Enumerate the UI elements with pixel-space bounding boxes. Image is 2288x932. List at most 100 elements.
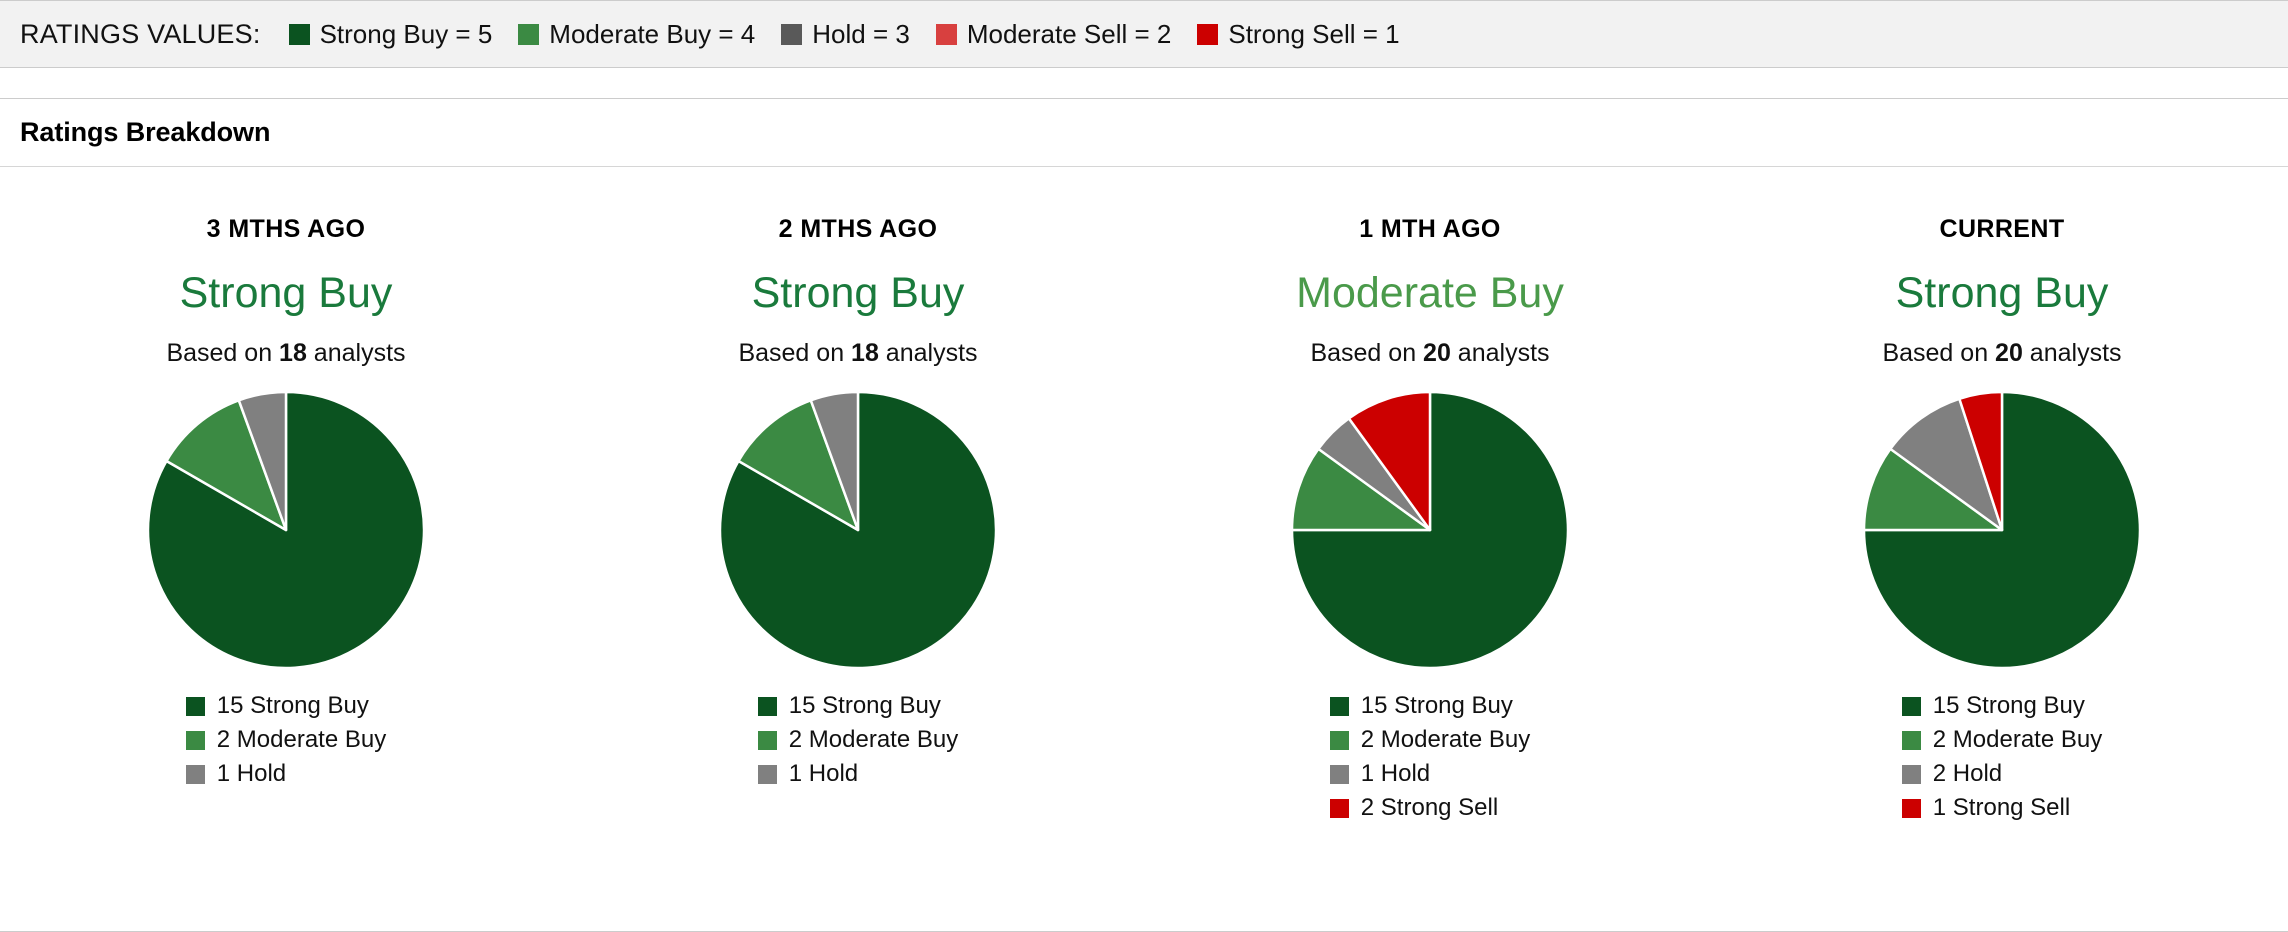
- pie-legend-swatch: [1329, 730, 1349, 750]
- ratings-value-chip: Strong Sell = 1: [1197, 18, 1400, 50]
- pie-legend-label: 15 Strong Buy: [1360, 692, 1513, 719]
- pie-slice-strong-buy: [1862, 390, 2142, 670]
- analyst-count-suffix: analysts: [1450, 339, 1550, 367]
- period-label: 1 MTH AGO: [1359, 215, 1501, 243]
- analyst-count-prefix: Based on: [166, 339, 280, 367]
- ratings-value-label: Strong Sell = 1: [1228, 18, 1400, 49]
- pie-legend-label: 2 Moderate Buy: [788, 726, 959, 753]
- analyst-count-number: 18: [279, 339, 307, 367]
- pie-legend: 15 Strong Buy 2 Moderate Buy 2 Hold 1 Stron…: [1901, 692, 2103, 822]
- pie-legend-item: 15 Strong Buy: [185, 692, 386, 720]
- consensus-rating: Strong Buy: [1895, 269, 2109, 317]
- ratings-values-label: RATINGS VALUES:: [20, 18, 261, 49]
- pie-slice-hold: [237, 390, 288, 532]
- pie-legend-label: 15 Strong Buy: [788, 692, 941, 719]
- pie-legend-label: 2 Moderate Buy: [1360, 726, 1531, 753]
- analyst-count-number: 18: [851, 339, 879, 367]
- ratings-value-label: Moderate Sell = 2: [966, 18, 1172, 49]
- pie-slice-moderate-buy: [165, 399, 288, 532]
- ratings-values-legend: Strong Buy = 5 Moderate Buy = 4 Hold = 3 Mo…: [288, 18, 1400, 50]
- hold-swatch: [781, 23, 803, 45]
- analyst-count-number: 20: [1995, 339, 2023, 367]
- pie-legend-swatch: [1901, 764, 1921, 784]
- consensus-rating: Strong Buy: [179, 269, 393, 317]
- pie-legend-label: 1 Hold: [788, 760, 859, 787]
- pie-slice-hold: [809, 390, 860, 532]
- pie-chart-container: [718, 390, 998, 670]
- pie-legend-label: 2 Strong Sell: [1360, 794, 1499, 821]
- analyst-count-suffix: analysts: [2022, 339, 2122, 367]
- pie-legend-swatch: [757, 730, 777, 750]
- pie-chart: [1290, 390, 1570, 670]
- pie-legend-swatch: [1329, 764, 1349, 784]
- analyst-count-prefix: Based on: [738, 339, 852, 367]
- strong-sell-swatch: [1197, 23, 1219, 45]
- pie-legend-item: 1 Hold: [1329, 760, 1530, 788]
- pie-legend-swatch: [1901, 798, 1921, 818]
- pie-legend-swatch: [757, 696, 777, 716]
- pie-legend-swatch: [1329, 696, 1349, 716]
- analyst-count-suffix: analysts: [878, 339, 978, 367]
- pie-legend: 15 Strong Buy 2 Moderate Buy 1 Hold 2 Stron…: [1329, 692, 1531, 822]
- pie-chart-container: [146, 390, 426, 670]
- pie-legend-item: 2 Hold: [1901, 760, 2102, 788]
- pie-slice-moderate-buy: [737, 399, 860, 532]
- ratings-period-column: 1 MTH AGO Moderate Buy Based on 20 analyst…: [1144, 215, 1716, 931]
- ratings-value-label: Hold = 3: [812, 18, 910, 49]
- pie-legend-swatch: [1329, 798, 1349, 818]
- pie-slice-strong-buy: [1290, 390, 1570, 670]
- period-label: 3 MTHS AGO: [206, 215, 366, 243]
- analyst-count: Based on 20 analysts: [1310, 339, 1549, 368]
- ratings-value-chip: Moderate Sell = 2: [935, 18, 1172, 50]
- pie-legend-label: 15 Strong Buy: [1932, 692, 2085, 719]
- pie-legend-item: 2 Moderate Buy: [757, 726, 959, 754]
- analyst-count: Based on 20 analysts: [1882, 339, 2121, 368]
- period-label: 2 MTHS AGO: [778, 215, 938, 243]
- analyst-count-prefix: Based on: [1310, 339, 1424, 367]
- pie-slice-moderate-buy: [1862, 447, 2004, 532]
- ratings-value-label: Strong Buy = 5: [319, 18, 493, 49]
- pie-legend-label: 1 Hold: [1360, 760, 1431, 787]
- ratings-period-column: CURRENT Strong Buy Based on 20 analysts 15 …: [1716, 215, 2288, 931]
- pie-legend-label: 15 Strong Buy: [216, 692, 369, 719]
- consensus-rating: Strong Buy: [751, 269, 965, 317]
- analyst-count: Based on 18 analysts: [166, 339, 405, 368]
- moderate-buy-swatch: [518, 23, 540, 45]
- pie-legend-item: 2 Strong Sell: [1329, 794, 1530, 822]
- section-gap: [0, 68, 2288, 98]
- ratings-period-column: 3 MTHS AGO Strong Buy Based on 18 analysts…: [0, 215, 572, 931]
- pie-legend-item: 2 Moderate Buy: [1901, 726, 2103, 754]
- pie-legend-swatch: [1901, 730, 1921, 750]
- pie-legend-swatch: [185, 696, 205, 716]
- ratings-value-label: Moderate Buy = 4: [549, 18, 756, 49]
- pie-slice-strong-sell: [1958, 390, 2004, 532]
- pie-legend-swatch: [185, 764, 205, 784]
- pie-legend-item: 2 Moderate Buy: [185, 726, 387, 754]
- ratings-values-bar: RATINGS VALUES: Strong Buy = 5 Moderate B…: [0, 0, 2288, 68]
- ratings-value-chip: Moderate Buy = 4: [518, 19, 755, 50]
- pie-legend: 15 Strong Buy 2 Moderate Buy 1 Hold: [757, 692, 959, 788]
- card-header: Ratings Breakdown: [0, 99, 2288, 167]
- pie-chart: [718, 390, 998, 670]
- pie-slice-hold: [1889, 397, 2004, 532]
- ratings-value-chip: Strong Buy = 5: [288, 18, 493, 50]
- pie-legend-swatch: [185, 730, 205, 750]
- pie-legend-label: 2 Hold: [1932, 760, 2003, 787]
- ratings-breakdown-columns: 3 MTHS AGO Strong Buy Based on 18 analysts…: [0, 167, 2288, 931]
- pie-legend-label: 1 Strong Sell: [1932, 794, 2071, 821]
- pie-legend-swatch: [1901, 696, 1921, 716]
- strong-buy-swatch: [288, 23, 310, 45]
- pie-legend: 15 Strong Buy 2 Moderate Buy 1 Hold: [185, 692, 387, 788]
- pie-chart-container: [1290, 390, 1570, 670]
- pie-legend-item: 1 Hold: [757, 760, 958, 788]
- ratings-period-column: 2 MTHS AGO Strong Buy Based on 18 analysts…: [572, 215, 1144, 931]
- analyst-count-number: 20: [1423, 339, 1451, 367]
- analyst-count-suffix: analysts: [306, 339, 406, 367]
- ratings-breakdown-card: Ratings Breakdown 3 MTHS AGO Strong Buy Ba…: [0, 98, 2288, 932]
- pie-legend-item: 1 Strong Sell: [1901, 794, 2102, 822]
- analyst-count: Based on 18 analysts: [738, 339, 977, 368]
- analyst-count-prefix: Based on: [1882, 339, 1996, 367]
- pie-legend-item: 1 Hold: [185, 760, 386, 788]
- pie-legend-label: 2 Moderate Buy: [1932, 726, 2103, 753]
- pie-legend-label: 2 Moderate Buy: [216, 726, 387, 753]
